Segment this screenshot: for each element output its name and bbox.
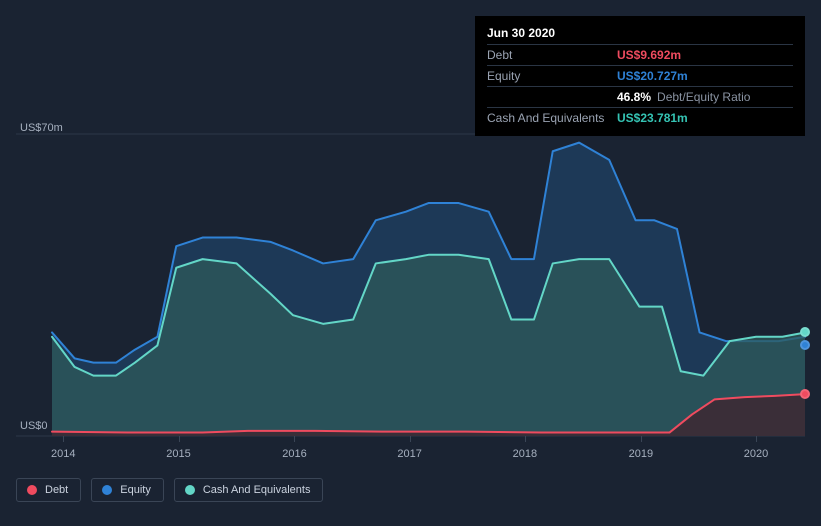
tooltip-row-value: US$20.727m: [617, 67, 688, 85]
legend-dot-icon: [27, 485, 37, 495]
legend-label: Equity: [120, 484, 151, 496]
x-tick-mark: [525, 436, 526, 442]
y-axis-label-max: US$70m: [20, 122, 63, 134]
x-tick-mark: [63, 436, 64, 442]
x-tick-label: 2020: [744, 448, 768, 460]
tooltip-row-label: Cash And Equivalents: [487, 109, 617, 127]
legend-label: Debt: [45, 484, 68, 496]
tooltip-row: Cash And EquivalentsUS$23.781m: [487, 107, 793, 128]
x-tick-mark: [294, 436, 295, 442]
tooltip-row: DebtUS$9.692m: [487, 44, 793, 65]
tooltip-row-label: [487, 88, 617, 106]
legend-item[interactable]: Cash And Equivalents: [174, 478, 324, 502]
tooltip-row-value: US$23.781m: [617, 109, 688, 127]
tooltip-row-extra: Debt/Equity Ratio: [657, 88, 750, 106]
chart-area: [16, 134, 805, 436]
legend-dot-icon: [185, 485, 195, 495]
x-tick-label: 2018: [513, 448, 537, 460]
x-tick-mark: [756, 436, 757, 442]
x-axis: 2014 2015 2016 2017 2018 2019 2020: [16, 436, 805, 466]
series-end-dot: [800, 389, 810, 399]
tooltip-row-value: US$9.692m: [617, 46, 681, 64]
area-chart-svg: [16, 134, 805, 436]
legend: Debt Equity Cash And Equivalents: [16, 478, 323, 502]
series-end-dot: [800, 327, 810, 337]
tooltip-box: Jun 30 2020 DebtUS$9.692mEquityUS$20.727…: [475, 16, 805, 136]
tooltip-date: Jun 30 2020: [487, 24, 793, 44]
x-tick-mark: [641, 436, 642, 442]
x-tick-label: 2014: [51, 448, 75, 460]
legend-item[interactable]: Debt: [16, 478, 81, 502]
tooltip-row-label: Equity: [487, 67, 617, 85]
x-tick-label: 2015: [166, 448, 190, 460]
x-tick-label: 2017: [397, 448, 421, 460]
x-tick-label: 2019: [629, 448, 653, 460]
x-tick-label: 2016: [282, 448, 306, 460]
tooltip-row: 46.8% Debt/Equity Ratio: [487, 86, 793, 107]
legend-dot-icon: [102, 485, 112, 495]
legend-item[interactable]: Equity: [91, 478, 164, 502]
tooltip-row-label: Debt: [487, 46, 617, 64]
tooltip-row: EquityUS$20.727m: [487, 65, 793, 86]
series-end-dot: [800, 340, 810, 350]
x-tick-mark: [179, 436, 180, 442]
legend-label: Cash And Equivalents: [203, 484, 311, 496]
tooltip-row-value: 46.8%: [617, 88, 651, 106]
x-tick-mark: [410, 436, 411, 442]
